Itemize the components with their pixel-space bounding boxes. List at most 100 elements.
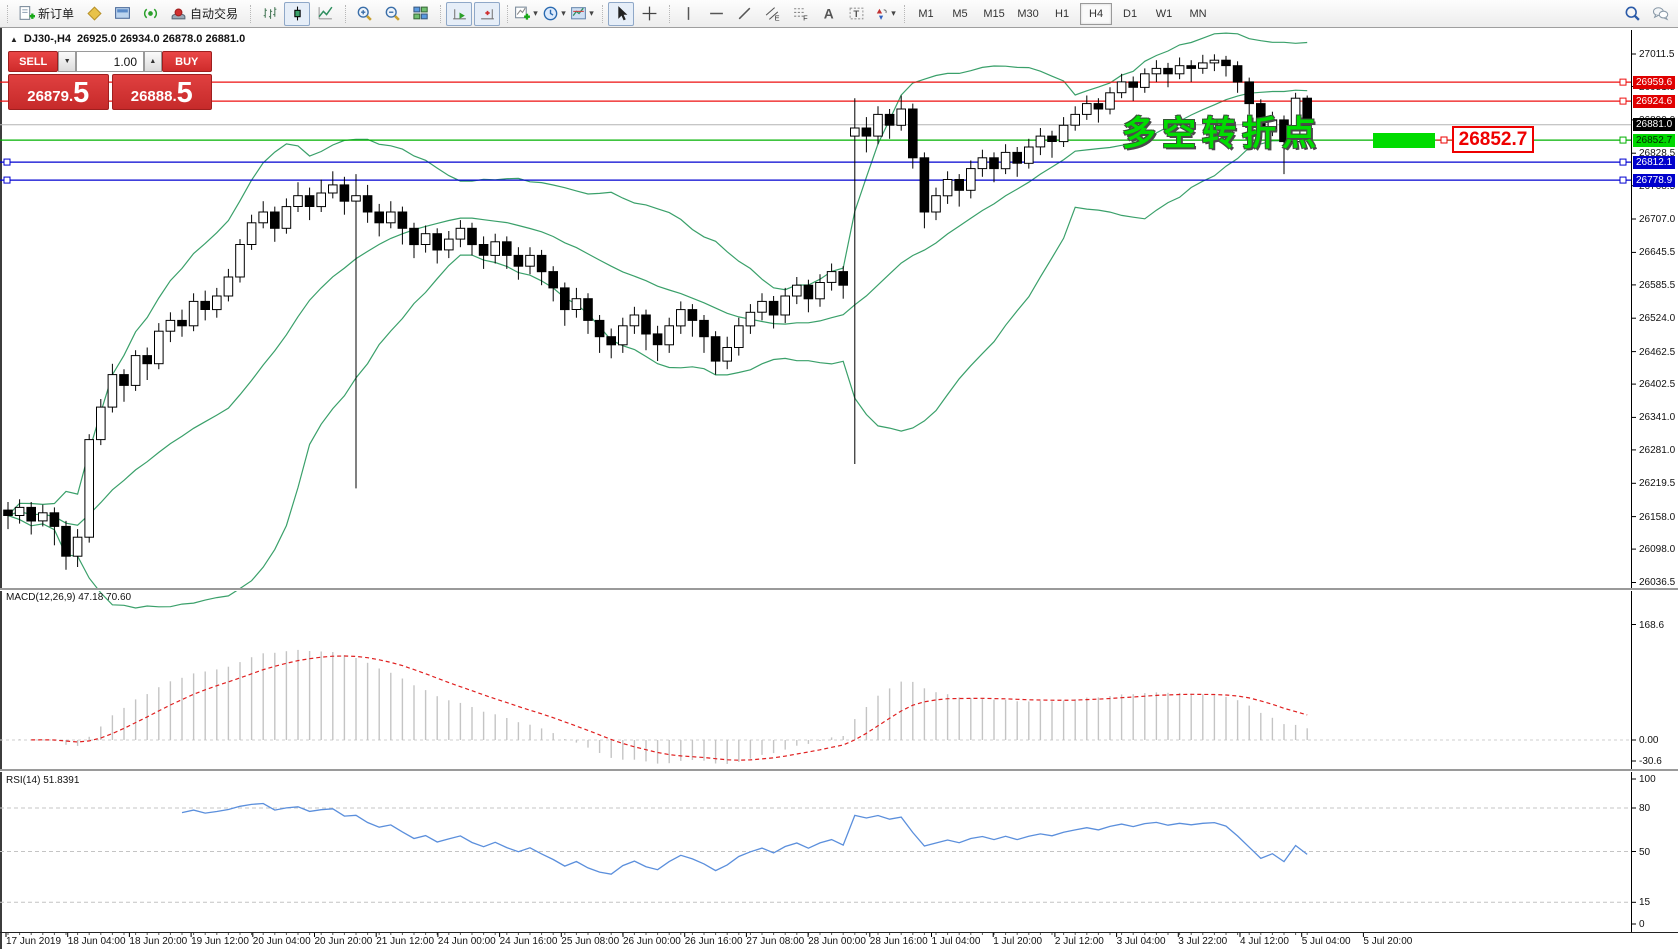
price-callout-label[interactable]: 26852.7 [1452,126,1534,153]
text-button[interactable] [815,2,841,26]
horizontal-line-button[interactable] [703,2,729,26]
time-axis-label: 20 Jun 20:00 [314,936,373,947]
text-label-icon [848,5,865,22]
arrows-icon [872,5,889,22]
timeframe-H1-button[interactable]: H1 [1055,7,1070,20]
text-label-button[interactable] [843,2,869,26]
time-axis-label: 18 Jun 20:00 [129,936,188,947]
zoom-out-button[interactable] [379,2,405,26]
macd-histogram [18,649,1308,764]
highlight-rectangle[interactable] [1373,133,1435,148]
rsi-pane-separator[interactable] [0,769,1678,772]
timeframe-M5-button[interactable]: M5 [952,7,968,20]
equidistant-channel-icon [764,5,781,22]
toolbar-group-zoom [342,0,437,28]
profiles-button[interactable] [81,2,107,26]
indicators-button[interactable]: ▾ [513,2,539,26]
templates-button[interactable]: ▾ [569,2,595,26]
vertical-line-button[interactable] [675,2,701,26]
market-watch-button[interactable] [109,2,135,26]
price-tick-label: 26645.5 [1639,247,1676,259]
rsi-indicator-label: RSI(14) 51.8391 [6,775,80,786]
autotrading-button[interactable]: 自动交易 [165,2,243,26]
periods-button[interactable]: ▾ [541,2,567,26]
time-axis-label: 3 Jul 04:00 [1116,936,1166,947]
sell-button[interactable]: SELL [8,51,59,72]
zoom-in-button[interactable] [351,2,377,26]
indicators-icon [514,5,531,22]
zoom-in-icon [356,5,373,22]
sell-price-display[interactable]: 26879. 5 [8,74,109,110]
new-order-icon [18,5,35,22]
bar-chart-button[interactable] [256,2,282,26]
volume-input[interactable]: 1.00 [75,51,145,72]
time-axis-label: 4 Jul 12:00 [1240,936,1289,947]
templates-dropdown-arrow[interactable]: ▾ [589,8,594,18]
chat-icon [1652,5,1669,22]
macd-tick-label: 168.6 [1639,619,1665,631]
macd-indicator-label: MACD(12,26,9) 47.18 70.60 [6,592,132,603]
horizontal-line-objects[interactable] [0,78,1631,184]
time-axis-label: 17 Jun 2019 [6,936,62,947]
chat-button[interactable] [1647,2,1673,26]
callout-anchor-handle[interactable] [1440,136,1448,144]
time-axis-label: 21 Jun 12:00 [376,936,435,947]
arrows-dropdown-arrow[interactable]: ▾ [891,8,896,18]
rsi-tick-label: 15 [1639,897,1651,909]
time-axis-label: 20 Jun 04:00 [252,936,311,947]
crosshair-icon [641,5,658,22]
tile-windows-button[interactable] [407,2,433,26]
toolbar-group-scroll [437,0,504,28]
equidistant-channel-button[interactable] [759,2,785,26]
timeframe-H4-button[interactable]: H4 [1080,2,1113,25]
chart-shift-button[interactable] [474,1,501,26]
auto-scroll-icon [451,5,468,22]
price-tick-label: 26341.0 [1639,412,1676,424]
buy-button[interactable]: BUY [161,51,212,72]
macd-tick-label: 0.00 [1639,735,1659,746]
chart-canvas[interactable] [0,28,1678,949]
line-chart-button[interactable] [312,2,338,26]
timeframe-MN-button[interactable]: MN [1189,7,1207,20]
time-axis-label: 26 Jun 16:00 [684,936,743,947]
autotrading-icon [170,5,187,22]
volume-increase-button[interactable]: ▲ [144,51,162,72]
new-order-label: 新订单 [38,7,75,21]
buy-price-display[interactable]: 26888. 5 [111,74,212,110]
candlestick-button[interactable] [284,1,311,26]
timeframe-D1-button[interactable]: D1 [1123,7,1138,20]
price-tick-label: 26402.5 [1639,379,1676,391]
toolbar-right-group [1618,2,1674,26]
new-order-button[interactable]: 新订单 [13,2,79,26]
cursor-button[interactable] [608,1,635,26]
search-button[interactable] [1619,2,1645,26]
timeframe-M30-button[interactable]: M30 [1017,7,1039,20]
macd-signal-line [31,655,1308,761]
periods-dropdown-arrow[interactable]: ▾ [561,8,566,18]
timeframe-W1-button[interactable]: W1 [1155,7,1173,20]
timeframe-M1-button[interactable]: M1 [918,7,934,20]
indicators-dropdown-arrow[interactable]: ▾ [533,8,538,18]
rsi-tick-label: 80 [1639,803,1651,814]
templates-icon [570,5,587,22]
chart-symbol-period: DJ30-,H4 [23,33,71,45]
price-tick-label: 26462.5 [1639,346,1676,358]
panel-collapse-icon[interactable]: ▲ [10,34,18,44]
chart-ohlc-values: 26925.0 26934.0 26878.0 26881.0 [77,33,246,45]
macd-pane-separator[interactable] [0,588,1678,591]
time-axis-label: 25 Jun 08:00 [561,936,620,947]
crosshair-button[interactable] [636,2,662,26]
time-axis-label: 18 Jun 04:00 [67,936,126,947]
volume-decrease-button[interactable]: ▼ [58,51,76,72]
arrows-button[interactable]: ▾ [871,2,897,26]
auto-scroll-button[interactable] [446,1,473,26]
chart-text-annotation[interactable]: 多空转折点 [1122,115,1322,153]
signals-button[interactable] [137,2,163,26]
trendline-button[interactable] [731,2,757,26]
time-axis-label: 26 Jun 00:00 [623,936,681,947]
timeframe-M15-button[interactable]: M15 [983,7,1005,20]
line-price-badge: 26812.1 [1633,155,1676,169]
time-axis[interactable]: 17 Jun 2019 18 Jun 04:00 18 Jun 20:00 19 Ju… [0,936,1678,949]
chart-window[interactable] [0,28,1678,949]
fibonacci-button[interactable] [787,2,813,26]
